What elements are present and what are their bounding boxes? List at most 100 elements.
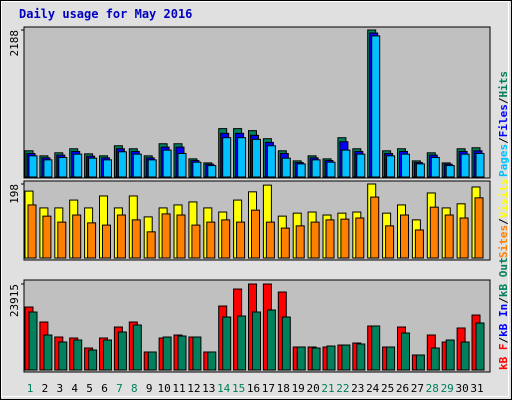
bar: [207, 351, 217, 371]
bar: [58, 341, 68, 371]
x-tick-label: 15: [232, 382, 245, 395]
bar: [474, 197, 484, 259]
x-tick-label: 8: [131, 382, 138, 395]
bar: [414, 229, 424, 259]
bar: [191, 224, 201, 259]
bar: [117, 151, 127, 178]
bar: [57, 221, 67, 259]
bar: [296, 163, 306, 178]
bar: [326, 161, 336, 178]
x-tick-label: 1: [27, 382, 34, 395]
bar: [42, 215, 52, 259]
bar: [460, 153, 470, 178]
x-tick-label: 21: [321, 382, 334, 395]
x-tick-label: 24: [366, 382, 380, 395]
bar: [445, 339, 455, 371]
bar: [401, 153, 410, 178]
bar: [147, 351, 157, 371]
bar: [132, 153, 142, 178]
x-tick-label: 17: [262, 382, 275, 395]
bar: [401, 332, 410, 371]
bar: [73, 153, 83, 178]
bar: [430, 157, 440, 178]
x-tick-label: 6: [101, 382, 108, 395]
x-tick-label: 18: [277, 382, 290, 395]
legend-entry: Hits: [497, 71, 510, 98]
legend-separator: /: [497, 97, 510, 104]
bar: [147, 159, 157, 178]
bar: [192, 161, 202, 178]
bar: [400, 214, 409, 259]
bar: [430, 347, 440, 371]
x-tick-label: 4: [71, 382, 78, 395]
bar: [265, 221, 275, 259]
bar: [162, 149, 172, 178]
bar: [281, 316, 291, 371]
legend-entry: Sites: [497, 225, 510, 258]
bar: [103, 159, 112, 178]
bar: [311, 347, 321, 371]
bar: [117, 331, 127, 371]
bar: [386, 155, 396, 178]
legend-separator: /: [497, 337, 510, 344]
bar: [102, 224, 111, 259]
x-tick-label: 25: [381, 382, 394, 395]
legend-separator: /: [497, 137, 510, 144]
bar: [475, 322, 485, 371]
legend-entry: kB Out: [497, 257, 510, 297]
bar: [43, 159, 53, 178]
x-tick-label: 30: [455, 382, 468, 395]
x-tick-label: 28: [426, 382, 439, 395]
bar: [222, 137, 232, 178]
bar: [177, 152, 187, 178]
bar: [73, 339, 83, 371]
bar: [415, 354, 425, 371]
bar: [296, 346, 306, 371]
bar: [251, 209, 260, 259]
x-tick-label: 12: [187, 382, 200, 395]
bar: [310, 221, 320, 259]
bar: [132, 324, 142, 371]
x-tick-label: 3: [56, 382, 63, 395]
bar: [103, 339, 112, 371]
bar: [326, 345, 336, 371]
legend-entry: Visits: [497, 179, 510, 219]
bar: [161, 213, 171, 259]
bar: [28, 311, 38, 371]
bar: [444, 214, 454, 259]
bar: [221, 219, 231, 259]
legend-separator: /: [497, 218, 510, 225]
bar: [162, 336, 172, 371]
bar: [131, 219, 141, 259]
x-tick-label: 7: [116, 382, 123, 395]
bar: [341, 344, 351, 371]
x-tick-label: 19: [292, 382, 305, 395]
x-tick-label: 23: [351, 382, 364, 395]
bar: [295, 225, 305, 259]
x-tick-label: 13: [202, 382, 215, 395]
bar: [27, 204, 37, 259]
bar: [445, 165, 455, 178]
bar: [87, 222, 97, 259]
bar: [371, 35, 381, 178]
legend: Pages/Files/Hits: [497, 71, 510, 177]
bar: [237, 137, 247, 178]
x-tick-label: 14: [217, 382, 231, 395]
x-tick-label: 29: [441, 382, 454, 395]
bar: [415, 163, 425, 178]
bar: [386, 346, 396, 371]
bar: [237, 315, 247, 371]
bar: [280, 227, 290, 259]
bar: [43, 334, 53, 371]
x-tick-label: 20: [306, 382, 319, 395]
y-tick-label: 23915: [8, 284, 21, 317]
x-tick-label: 22: [336, 382, 349, 395]
bar: [356, 343, 366, 371]
legend-entry: kB In: [497, 304, 510, 337]
bar: [28, 155, 38, 178]
bar: [475, 152, 485, 178]
bar: [88, 349, 98, 371]
legend-entry: Pages: [497, 144, 510, 177]
bar: [355, 217, 365, 259]
